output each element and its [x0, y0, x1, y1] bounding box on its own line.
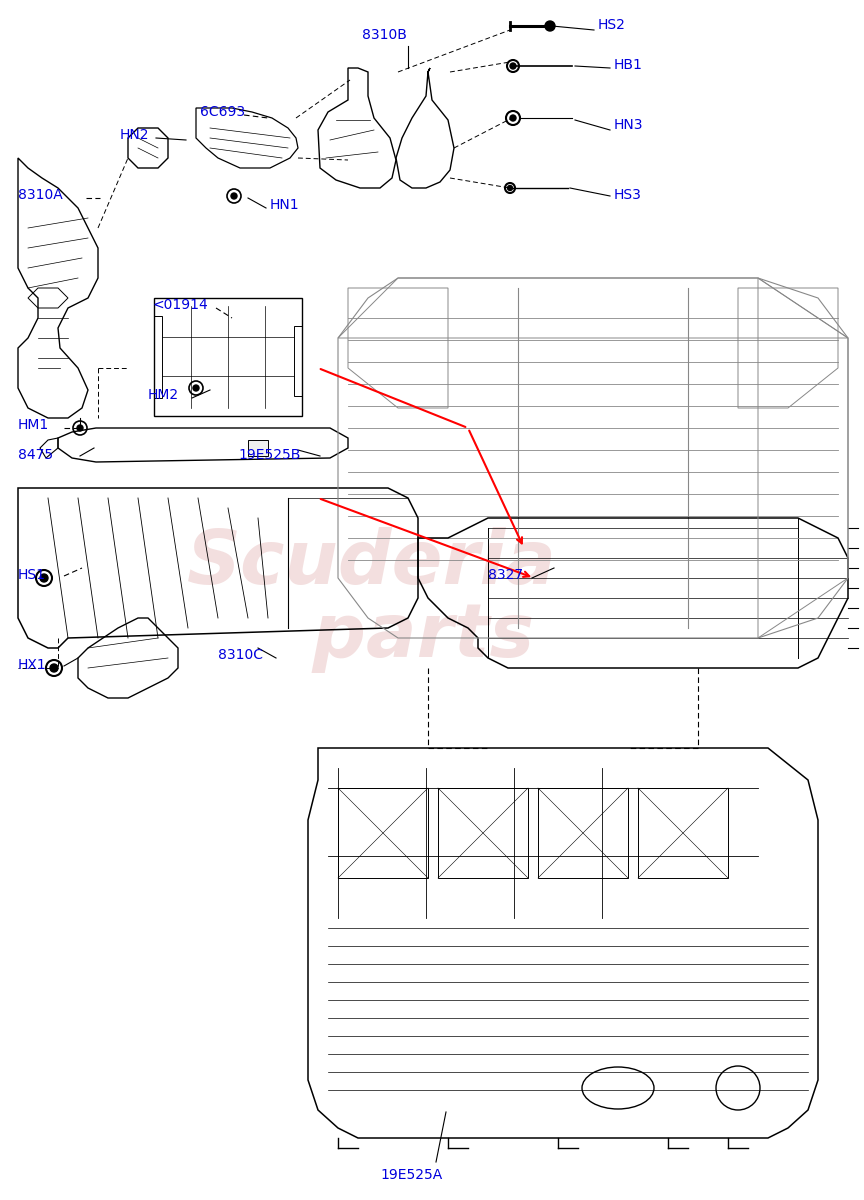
Text: 19E525B: 19E525B — [238, 448, 301, 462]
Circle shape — [193, 385, 199, 391]
Text: HB1: HB1 — [614, 58, 643, 72]
Text: HN3: HN3 — [614, 118, 644, 132]
Circle shape — [40, 574, 48, 582]
Text: 8327: 8327 — [488, 568, 523, 582]
Circle shape — [231, 193, 237, 199]
Circle shape — [507, 186, 512, 191]
Circle shape — [510, 62, 516, 68]
Circle shape — [77, 425, 83, 431]
Text: 19E525A: 19E525A — [380, 1168, 442, 1182]
Circle shape — [510, 115, 516, 121]
Text: HS2: HS2 — [598, 18, 626, 32]
Text: HX1: HX1 — [18, 658, 47, 672]
Text: HM2: HM2 — [148, 388, 179, 402]
Polygon shape — [248, 440, 268, 456]
Text: 8310B: 8310B — [362, 28, 407, 42]
Text: <01914: <01914 — [152, 298, 207, 312]
Text: HS3: HS3 — [614, 188, 642, 202]
Text: HN1: HN1 — [270, 198, 300, 212]
Text: HS1: HS1 — [18, 568, 46, 582]
Text: 8310A: 8310A — [18, 188, 63, 202]
Text: parts: parts — [260, 600, 535, 673]
Text: HM1: HM1 — [18, 418, 49, 432]
Text: 8475: 8475 — [18, 448, 53, 462]
Circle shape — [50, 664, 58, 672]
Text: Scuderia: Scuderia — [187, 527, 556, 600]
Text: 8310C: 8310C — [218, 648, 263, 662]
Text: HN2: HN2 — [120, 128, 149, 142]
Circle shape — [545, 20, 555, 31]
Text: 6C693: 6C693 — [200, 104, 245, 119]
